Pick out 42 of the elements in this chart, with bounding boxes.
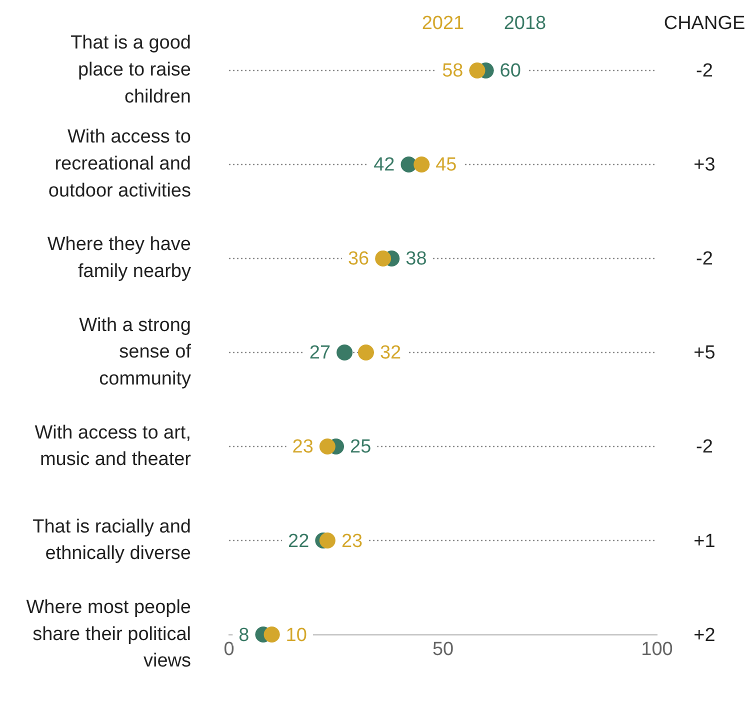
text: +1 (694, 530, 716, 552)
y-tick-label: Where they have family nearby (47, 234, 192, 282)
x-tick-label: 100 (641, 639, 673, 660)
data-label: 23 (341, 530, 363, 552)
text: -2 (696, 436, 713, 458)
y-tick-label: That is a good place to raise children (70, 32, 191, 108)
point (264, 626, 280, 643)
text: +5 (694, 342, 716, 364)
data-label: 10 (286, 624, 307, 646)
data-label: 45 (436, 154, 457, 176)
point (414, 156, 430, 172)
point (319, 438, 336, 455)
x-tick-label: 0 (224, 639, 234, 660)
y-tick-label: That is racially and ethnically diverse (32, 516, 191, 564)
data-label: 27 (309, 342, 331, 364)
text: +3 (694, 154, 716, 176)
text: +2 (694, 624, 716, 646)
data-label: 32 (380, 342, 402, 364)
data-label: 23 (292, 436, 314, 458)
data-label: 60 (500, 60, 521, 82)
data-label: 22 (288, 530, 310, 552)
y-tick-label: With access to art, music and theater (34, 422, 192, 470)
text: -2 (696, 248, 713, 270)
y-tick-label: Where most people share their political views (26, 596, 191, 672)
point (336, 344, 353, 360)
data-label: 8 (238, 624, 250, 646)
point (469, 62, 486, 78)
text: CHANGE (664, 13, 746, 34)
data-label: 42 (374, 154, 395, 176)
x-tick-label: 50 (432, 639, 454, 660)
data-label: 38 (406, 248, 427, 270)
data-label: 25 (350, 436, 372, 458)
point (358, 344, 374, 360)
series-label: 2021 (422, 13, 464, 34)
data-label: 58 (442, 60, 464, 82)
data-label: 36 (348, 248, 370, 270)
text: -2 (696, 60, 713, 82)
point (375, 250, 392, 266)
series-label: 2018 (504, 13, 546, 34)
y-tick-label: With a strong sense of community (79, 314, 192, 390)
y-tick-label: With access to recreational and outdoor activities (48, 126, 191, 202)
point (319, 532, 336, 549)
